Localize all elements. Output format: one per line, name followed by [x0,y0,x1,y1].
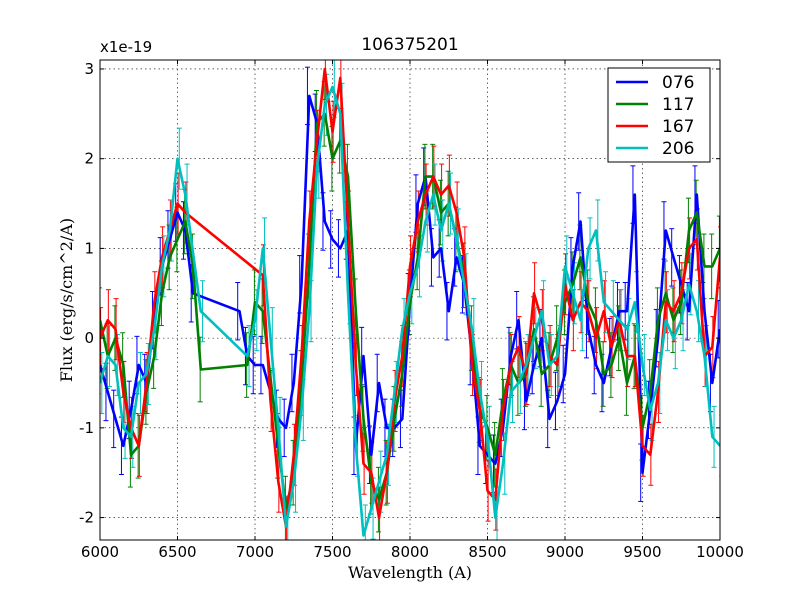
x-tick-label: 7500 [313,543,351,561]
y-tick-label: 2 [84,150,94,168]
legend-box [607,67,711,163]
y-tick-label: 3 [84,60,94,78]
legend-label-076: 076 [662,73,694,93]
x-tick-label: 10000 [696,543,744,561]
y-offset-label: x1e-19 [100,38,152,56]
x-tick-label: 6000 [81,543,119,561]
y-tick-label: 0 [84,329,94,347]
chart-title: 106375201 [361,35,458,55]
x-axis-label: Wavelength (A) [348,563,472,582]
series-line-076 [100,94,720,475]
y-tick-label: -1 [79,419,94,437]
x-tick-label: 9500 [623,543,661,561]
axis-ticks [99,60,721,540]
x-tick-label: 8000 [391,543,429,561]
legend-label-167: 167 [662,117,694,137]
y-tick-label: -2 [79,509,94,527]
legend-label-206: 206 [662,139,694,159]
series-lines [100,67,720,537]
x-tick-label: 8500 [468,543,506,561]
series-line-206 [100,85,720,537]
x-tick-label: 7000 [236,543,274,561]
y-axis-label: Flux (erg/s/cm^2/A) [57,218,76,382]
x-tick-label: 9000 [546,543,584,561]
x-tick-label: 6500 [158,543,196,561]
axis-tick-labels: 6000 6500 7000 7500 8000 8500 9000 9500 10000 -2 -… [79,60,744,561]
y-tick-label: 1 [84,239,94,257]
series-line-167 [100,67,720,528]
legend-label-117: 117 [662,95,694,115]
